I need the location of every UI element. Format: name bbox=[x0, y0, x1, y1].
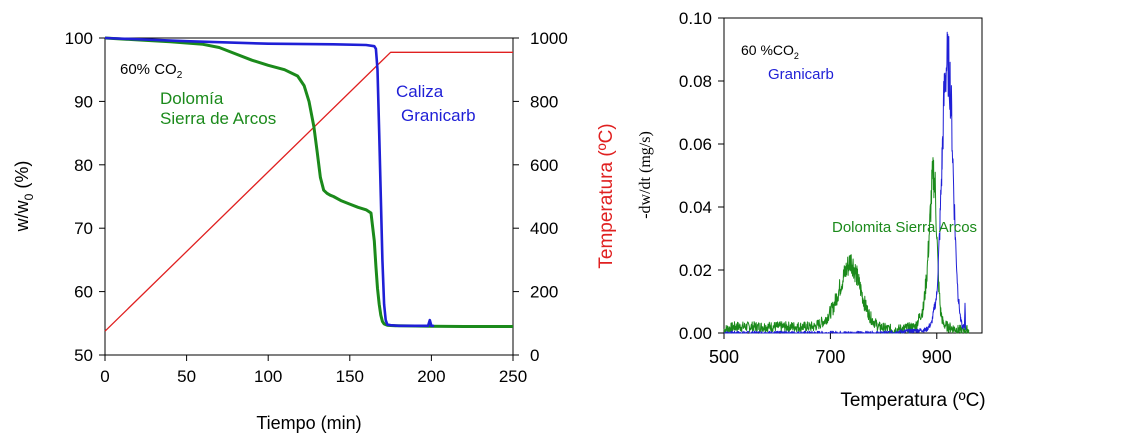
dolomita-derivative-line bbox=[723, 157, 970, 334]
left-x-tick-label: 200 bbox=[417, 367, 445, 386]
temperature-line bbox=[104, 51, 513, 332]
left-x-axis-label: Tiempo (min) bbox=[256, 413, 361, 433]
right-x-tick-label: 700 bbox=[815, 347, 845, 367]
left-y-axis-label: w/w0 (%) bbox=[12, 161, 36, 233]
left-condition-label: 60% CO2 bbox=[120, 61, 183, 81]
left-chart: 0 50 100 150 200 2505060708090100020040060080… bbox=[12, 29, 617, 433]
left-y2-axis-label: Temperatura (ºC) bbox=[596, 123, 617, 268]
left-y-tick-label: 90 bbox=[74, 92, 93, 111]
left-y2-tick-label: 0 bbox=[530, 346, 539, 365]
right-y-tick-label: 0.04 bbox=[679, 198, 712, 217]
left-y-tick-label: 60 bbox=[74, 283, 93, 302]
left-y2-tick-label: 600 bbox=[530, 156, 558, 175]
granicarb-peak-label: Granicarb bbox=[768, 66, 834, 83]
caliza-label-line1: Caliza bbox=[396, 82, 444, 101]
left-y2-tick-label: 400 bbox=[530, 219, 558, 238]
left-y-tick-label: 50 bbox=[74, 346, 93, 365]
right-y-axis-label: -dw/dt (mg/s) bbox=[637, 131, 654, 219]
right-y-tick-label: 0.10 bbox=[679, 9, 712, 28]
right-y-tick-label: 0.06 bbox=[679, 135, 712, 154]
right-y-tick-label: 0.00 bbox=[679, 324, 712, 343]
granicarb-mass-line bbox=[104, 36, 435, 328]
right-x-tick-label: 500 bbox=[709, 347, 739, 367]
right-y-tick-label: 0.02 bbox=[679, 261, 712, 280]
left-plot-frame bbox=[104, 37, 514, 356]
right-plot-frame bbox=[723, 17, 983, 334]
dolomita-peak-label: Dolomita Sierra Arcos bbox=[832, 219, 977, 236]
right-x-tick-label: 900 bbox=[922, 347, 952, 367]
left-x-tick-label: 100 bbox=[254, 367, 282, 386]
caliza-label-line2: Granicarb bbox=[401, 106, 476, 125]
granicarb-derivative-line bbox=[723, 31, 966, 334]
left-y-tick-label: 100 bbox=[65, 29, 93, 48]
left-y2-tick-label: 200 bbox=[530, 283, 558, 302]
left-y2-tick-label: 1000 bbox=[530, 29, 568, 48]
left-x-tick-label: 50 bbox=[177, 367, 196, 386]
dolomia-label-line1: Dolomía bbox=[160, 89, 224, 108]
left-x-tick-label: 250 bbox=[499, 367, 527, 386]
left-y2-tick-label: 800 bbox=[530, 92, 558, 111]
right-chart: 500 700 900 0.00 0.02 0.04 0.06 0.08 0.10 60 %CO… bbox=[637, 9, 986, 411]
left-y-tick-label: 80 bbox=[74, 156, 93, 175]
right-x-axis-label: Temperatura (ºC) bbox=[840, 390, 985, 411]
dolomia-mass-line bbox=[104, 36, 513, 328]
dolomia-label-line2: Sierra de Arcos bbox=[160, 109, 276, 128]
left-x-tick-label: 150 bbox=[336, 367, 364, 386]
right-y-tick-label: 0.08 bbox=[679, 72, 712, 91]
right-condition-label: 60 %CO2 bbox=[741, 42, 799, 61]
left-y-tick-label: 70 bbox=[74, 219, 93, 238]
left-x-tick-label: 0 bbox=[100, 367, 109, 386]
